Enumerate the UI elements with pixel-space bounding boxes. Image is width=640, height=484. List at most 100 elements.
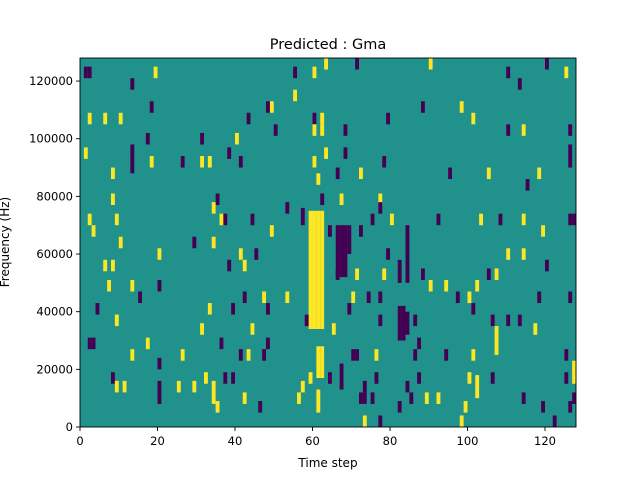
heatmap-cell — [467, 291, 472, 304]
heatmap-cell — [262, 349, 266, 361]
heatmap-cell — [424, 392, 429, 404]
heatmap-cell — [300, 207, 305, 226]
heatmap-cell — [242, 291, 247, 304]
heatmap-cell — [378, 202, 383, 214]
heatmap-cell — [545, 58, 549, 70]
heatmap-cell — [114, 314, 119, 327]
heatmap-cell — [471, 349, 476, 361]
heatmap-cell — [238, 349, 243, 361]
heatmap-cell — [506, 66, 511, 79]
heatmap-cell — [320, 112, 325, 125]
heatmap-cell — [417, 337, 421, 350]
heatmap-cell — [130, 144, 135, 174]
heatmap-cell — [227, 147, 232, 159]
heatmap-cell — [231, 372, 235, 384]
y-tick-label: 100000 — [29, 132, 73, 146]
heatmap-cell — [145, 337, 150, 350]
heatmap-cell — [118, 236, 123, 249]
x-tick-label: 0 — [76, 434, 83, 448]
heatmap-cell — [331, 323, 336, 335]
x-tick-label: 60 — [305, 434, 320, 448]
heatmap-cell — [552, 415, 557, 427]
heatmap-cell — [471, 303, 476, 315]
heatmap-cell — [328, 225, 332, 237]
heatmap-cell — [366, 291, 371, 304]
heatmap-cell — [486, 167, 491, 180]
heatmap-cell — [335, 268, 340, 280]
heatmap-cell — [269, 225, 274, 237]
heatmap-cell — [421, 268, 425, 280]
heatmap-cell — [211, 236, 216, 249]
heatmap-cell — [428, 58, 433, 70]
heatmap-cell — [378, 314, 383, 327]
heatmap-cell — [521, 213, 526, 226]
heatmap-cell — [568, 401, 573, 413]
heatmap-cell — [463, 401, 468, 413]
heatmap-cell — [91, 225, 96, 237]
heatmap-cell — [494, 268, 499, 280]
heatmap-cell — [200, 132, 204, 145]
heatmap-cell — [328, 372, 332, 384]
heatmap-cell — [359, 167, 363, 180]
heatmap-cell — [122, 380, 127, 393]
y-tick-label: 80000 — [36, 189, 73, 203]
heatmap-cell — [343, 147, 348, 159]
heatmap-cell — [312, 66, 317, 79]
y-tick-label: 0 — [66, 420, 73, 434]
heatmap-cell — [215, 193, 220, 206]
heatmap-cell — [254, 248, 259, 260]
heatmap-cell — [176, 380, 181, 393]
heatmap-cell — [157, 380, 162, 404]
heatmap-cell — [87, 66, 92, 79]
heatmap-cell — [362, 392, 367, 404]
heatmap-cell — [397, 259, 402, 283]
heatmap-cell — [258, 401, 263, 413]
heatmap-cell — [459, 415, 464, 427]
heatmap-cell — [238, 248, 243, 260]
heatmap-cell — [378, 415, 383, 427]
heatmap-cell — [312, 124, 317, 136]
heatmap-cell — [335, 225, 340, 278]
heatmap-cell — [568, 144, 573, 168]
heatmap-cell — [130, 349, 135, 361]
heatmap-cell — [459, 101, 464, 113]
heatmap-cell — [521, 124, 526, 136]
heatmap-cell — [568, 124, 573, 136]
heatmap-cell — [320, 124, 325, 136]
heatmap-cell — [343, 124, 348, 136]
heatmap-cell — [359, 392, 363, 404]
heatmap-cell — [355, 268, 359, 280]
heatmap-cell — [537, 167, 542, 180]
heatmap-cell — [479, 213, 483, 226]
heatmap-cell — [87, 337, 92, 350]
heatmap-cell — [378, 291, 383, 304]
x-axis-ticks: 0 20 40 60 80 100 120 — [76, 427, 556, 448]
heatmap-cell — [521, 392, 526, 404]
heatmap-cell — [145, 132, 150, 145]
heatmap-cell — [157, 279, 162, 292]
heatmap-cell — [250, 213, 255, 226]
heatmap-cell — [107, 279, 111, 292]
heatmap-cell — [417, 372, 421, 384]
heatmap-cell — [308, 210, 313, 329]
heatmap-cell — [421, 101, 425, 113]
heatmap-cell — [95, 303, 100, 315]
heatmap-cell — [564, 349, 569, 361]
heatmap-cell — [370, 392, 375, 404]
heatmap-cell — [273, 124, 278, 136]
heatmap-cell — [153, 66, 158, 79]
heatmap-cell — [118, 112, 123, 125]
heatmap-cell — [374, 372, 379, 384]
heatmap-cell — [564, 66, 569, 79]
heatmap-cell — [320, 193, 325, 206]
heatmap-cell — [382, 268, 387, 280]
heatmap-cell — [475, 375, 480, 399]
heatmap-cell — [521, 248, 526, 260]
heatmap-cell — [238, 156, 243, 168]
heatmap-cell — [506, 314, 511, 327]
heatmap-cell — [386, 248, 390, 260]
heatmap-cell — [200, 156, 204, 168]
heatmap-cell — [405, 380, 410, 393]
heatmap-cell — [467, 372, 472, 384]
